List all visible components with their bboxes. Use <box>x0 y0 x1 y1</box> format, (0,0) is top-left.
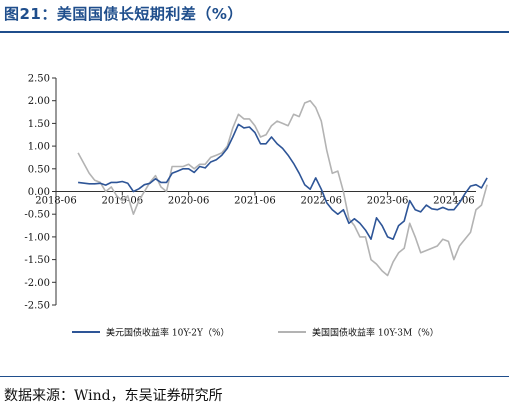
x-tick-label: 2020-06 <box>168 196 210 207</box>
y-tick-label: 2.00 <box>28 96 50 107</box>
chart-legend: 美元国债收益率 10Y-2Y（%） 美国国债收益率 10Y-3M（%） <box>72 327 439 339</box>
y-tick-label: -2.50 <box>24 301 50 312</box>
legend-label: 美元国债收益率 10Y-2Y（%） <box>106 327 230 339</box>
x-tick-label: 2024-06 <box>433 196 475 207</box>
source-rule <box>0 376 509 377</box>
y-tick-label: -0.50 <box>24 210 50 221</box>
series-line-10y-2y <box>77 123 488 240</box>
x-tick-label: 2018-06 <box>35 196 77 207</box>
series-line-10y-3m <box>77 99 488 277</box>
y-tick-label: 1.50 <box>28 119 50 130</box>
y-tick-label: -2.00 <box>24 278 50 289</box>
y-tick-label: 1.00 <box>28 142 50 153</box>
yield-spread-chart: 2.50 2.00 1.50 1.00 0.50 0.00 -0.50 -1.00 -1.50 -… <box>24 74 488 339</box>
y-tick-label: 0.00 <box>28 187 50 198</box>
y-tick-label: -1.50 <box>24 255 50 266</box>
source-note: 数据来源：Wind，东吴证券研究所 <box>4 388 223 404</box>
legend-label: 美国国债收益率 10Y-3M（%） <box>312 327 439 339</box>
y-tick-label: 0.50 <box>28 164 50 175</box>
x-tick-label: 2022-06 <box>300 196 342 207</box>
y-tick-label: -1.00 <box>24 232 50 243</box>
chart-series <box>77 99 488 277</box>
figure-title: 图21：美国国债长短期利差（%） <box>4 5 243 23</box>
y-tick-label: 2.50 <box>28 74 50 85</box>
chart-axes: 2.50 2.00 1.50 1.00 0.50 0.00 -0.50 -1.00 -1.50 -… <box>24 74 476 312</box>
x-tick-label: 2021-06 <box>234 196 276 207</box>
title-rule <box>0 31 509 33</box>
x-tick-label: 2023-06 <box>367 196 409 207</box>
